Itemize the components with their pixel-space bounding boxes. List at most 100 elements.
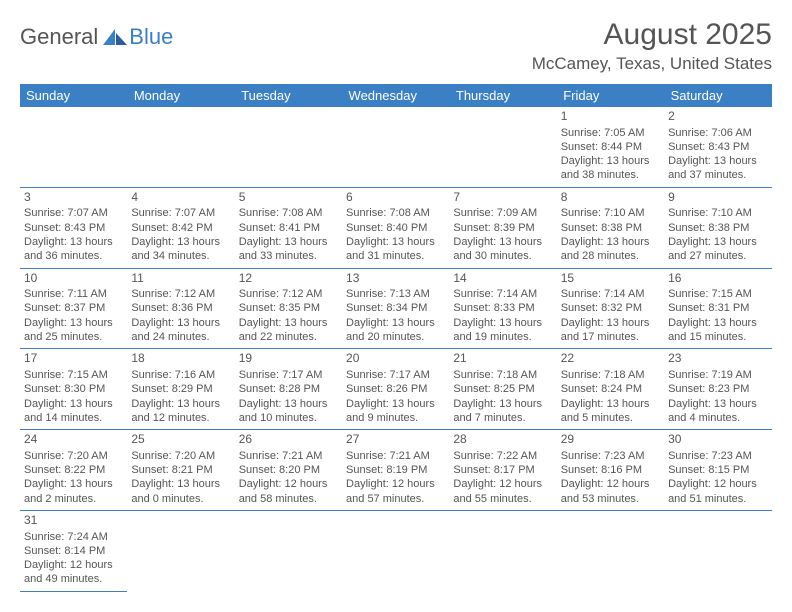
- sunrise-line: Sunrise: 7:07 AM: [24, 206, 123, 220]
- daylight-line: Daylight: 13 hours and 20 minutes.: [346, 316, 445, 345]
- calendar-cell: 26Sunrise: 7:21 AMSunset: 8:20 PMDayligh…: [235, 430, 342, 511]
- daylight-line: Daylight: 13 hours and 36 minutes.: [24, 235, 123, 264]
- sunset-line: Sunset: 8:30 PM: [24, 382, 123, 396]
- day-number: 24: [24, 432, 123, 448]
- calendar-cell: [127, 107, 234, 187]
- sunrise-line: Sunrise: 7:06 AM: [668, 126, 767, 140]
- sunset-line: Sunset: 8:34 PM: [346, 301, 445, 315]
- calendar-cell: [127, 510, 234, 591]
- logo-text-1: General: [20, 24, 98, 50]
- day-number: 6: [346, 190, 445, 206]
- sunset-line: Sunset: 8:24 PM: [561, 382, 660, 396]
- day-number: 31: [24, 513, 123, 529]
- sunset-line: Sunset: 8:21 PM: [131, 463, 230, 477]
- calendar-cell: 13Sunrise: 7:13 AMSunset: 8:34 PMDayligh…: [342, 268, 449, 349]
- calendar-cell: 8Sunrise: 7:10 AMSunset: 8:38 PMDaylight…: [557, 187, 664, 268]
- daylight-line: Daylight: 12 hours and 58 minutes.: [239, 477, 338, 506]
- day-number: 26: [239, 432, 338, 448]
- sunset-line: Sunset: 8:35 PM: [239, 301, 338, 315]
- sunrise-line: Sunrise: 7:20 AM: [24, 449, 123, 463]
- day-number: 16: [668, 271, 767, 287]
- sunset-line: Sunset: 8:23 PM: [668, 382, 767, 396]
- sunrise-line: Sunrise: 7:10 AM: [561, 206, 660, 220]
- day-header: Sunday: [20, 84, 127, 107]
- sunrise-line: Sunrise: 7:21 AM: [239, 449, 338, 463]
- daylight-line: Daylight: 13 hours and 38 minutes.: [561, 154, 660, 183]
- calendar-cell: 20Sunrise: 7:17 AMSunset: 8:26 PMDayligh…: [342, 349, 449, 430]
- daylight-line: Daylight: 13 hours and 28 minutes.: [561, 235, 660, 264]
- calendar-cell: 6Sunrise: 7:08 AMSunset: 8:40 PMDaylight…: [342, 187, 449, 268]
- calendar-cell: 31Sunrise: 7:24 AMSunset: 8:14 PMDayligh…: [20, 510, 127, 591]
- sunrise-line: Sunrise: 7:15 AM: [24, 368, 123, 382]
- sunrise-line: Sunrise: 7:16 AM: [131, 368, 230, 382]
- page-title: August 2025: [532, 18, 772, 52]
- sunset-line: Sunset: 8:38 PM: [561, 221, 660, 235]
- calendar-cell: 24Sunrise: 7:20 AMSunset: 8:22 PMDayligh…: [20, 430, 127, 511]
- day-number: 17: [24, 351, 123, 367]
- calendar-cell: 21Sunrise: 7:18 AMSunset: 8:25 PMDayligh…: [449, 349, 556, 430]
- sunrise-line: Sunrise: 7:20 AM: [131, 449, 230, 463]
- day-number: 10: [24, 271, 123, 287]
- calendar-table: SundayMondayTuesdayWednesdayThursdayFrid…: [20, 84, 772, 592]
- day-number: 19: [239, 351, 338, 367]
- day-header: Tuesday: [235, 84, 342, 107]
- day-number: 21: [453, 351, 552, 367]
- daylight-line: Daylight: 13 hours and 12 minutes.: [131, 397, 230, 426]
- calendar-cell: 12Sunrise: 7:12 AMSunset: 8:35 PMDayligh…: [235, 268, 342, 349]
- daylight-line: Daylight: 13 hours and 34 minutes.: [131, 235, 230, 264]
- sunset-line: Sunset: 8:14 PM: [24, 544, 123, 558]
- sunrise-line: Sunrise: 7:11 AM: [24, 287, 123, 301]
- day-number: 14: [453, 271, 552, 287]
- daylight-line: Daylight: 13 hours and 9 minutes.: [346, 397, 445, 426]
- calendar-cell: 2Sunrise: 7:06 AMSunset: 8:43 PMDaylight…: [664, 107, 771, 187]
- sunrise-line: Sunrise: 7:23 AM: [561, 449, 660, 463]
- day-number: 13: [346, 271, 445, 287]
- sunrise-line: Sunrise: 7:08 AM: [346, 206, 445, 220]
- calendar-week-row: 17Sunrise: 7:15 AMSunset: 8:30 PM Dayligh…: [20, 349, 772, 430]
- day-number: 15: [561, 271, 660, 287]
- title-block: August 2025 McCamey, Texas, United State…: [532, 18, 772, 74]
- sunrise-line: Sunrise: 7:14 AM: [561, 287, 660, 301]
- sunset-line: Sunset: 8:42 PM: [131, 221, 230, 235]
- sunrise-line: Sunrise: 7:09 AM: [453, 206, 552, 220]
- daylight-line: Daylight: 13 hours and 27 minutes.: [668, 235, 767, 264]
- calendar-cell: 30Sunrise: 7:23 AMSunset: 8:15 PMDayligh…: [664, 430, 771, 511]
- sunrise-line: Sunrise: 7:17 AM: [346, 368, 445, 382]
- sunrise-line: Sunrise: 7:18 AM: [453, 368, 552, 382]
- sunset-line: Sunset: 8:19 PM: [346, 463, 445, 477]
- calendar-body: 1Sunrise: 7:05 AMSunset: 8:44 PMDaylight…: [20, 107, 772, 591]
- daylight-line: Daylight: 13 hours and 30 minutes.: [453, 235, 552, 264]
- sunrise-line: Sunrise: 7:14 AM: [453, 287, 552, 301]
- sunset-line: Sunset: 8:31 PM: [668, 301, 767, 315]
- day-number: 8: [561, 190, 660, 206]
- calendar-cell: 28Sunrise: 7:22 AMSunset: 8:17 PMDayligh…: [449, 430, 556, 511]
- day-number: 30: [668, 432, 767, 448]
- sunrise-line: Sunrise: 7:05 AM: [561, 126, 660, 140]
- day-number: 11: [131, 271, 230, 287]
- day-number: 20: [346, 351, 445, 367]
- day-number: 28: [453, 432, 552, 448]
- day-number: 27: [346, 432, 445, 448]
- day-number: 5: [239, 190, 338, 206]
- daylight-line: Daylight: 13 hours and 15 minutes.: [668, 316, 767, 345]
- daylight-line: Daylight: 13 hours and 7 minutes.: [453, 397, 552, 426]
- calendar-cell: 1Sunrise: 7:05 AMSunset: 8:44 PMDaylight…: [557, 107, 664, 187]
- sunset-line: Sunset: 8:41 PM: [239, 221, 338, 235]
- sunrise-line: Sunrise: 7:17 AM: [239, 368, 338, 382]
- calendar-week-row: 3Sunrise: 7:07 AMSunset: 8:43 PMDaylight…: [20, 187, 772, 268]
- calendar-cell: 27Sunrise: 7:21 AMSunset: 8:19 PMDayligh…: [342, 430, 449, 511]
- day-number: 2: [668, 109, 767, 125]
- calendar-cell: 29Sunrise: 7:23 AMSunset: 8:16 PMDayligh…: [557, 430, 664, 511]
- sunset-line: Sunset: 8:25 PM: [453, 382, 552, 396]
- daylight-line: Daylight: 13 hours and 37 minutes.: [668, 154, 767, 183]
- sunrise-line: Sunrise: 7:07 AM: [131, 206, 230, 220]
- daylight-line: Daylight: 13 hours and 5 minutes.: [561, 397, 660, 426]
- daylight-line: Daylight: 12 hours and 49 minutes.: [24, 558, 123, 587]
- sunset-line: Sunset: 8:33 PM: [453, 301, 552, 315]
- sunset-line: Sunset: 8:43 PM: [668, 140, 767, 154]
- daylight-line: Daylight: 13 hours and 31 minutes.: [346, 235, 445, 264]
- calendar-week-row: 24Sunrise: 7:20 AMSunset: 8:22 PMDayligh…: [20, 430, 772, 511]
- calendar-cell: 3Sunrise: 7:07 AMSunset: 8:43 PMDaylight…: [20, 187, 127, 268]
- sunset-line: Sunset: 8:20 PM: [239, 463, 338, 477]
- sunset-line: Sunset: 8:26 PM: [346, 382, 445, 396]
